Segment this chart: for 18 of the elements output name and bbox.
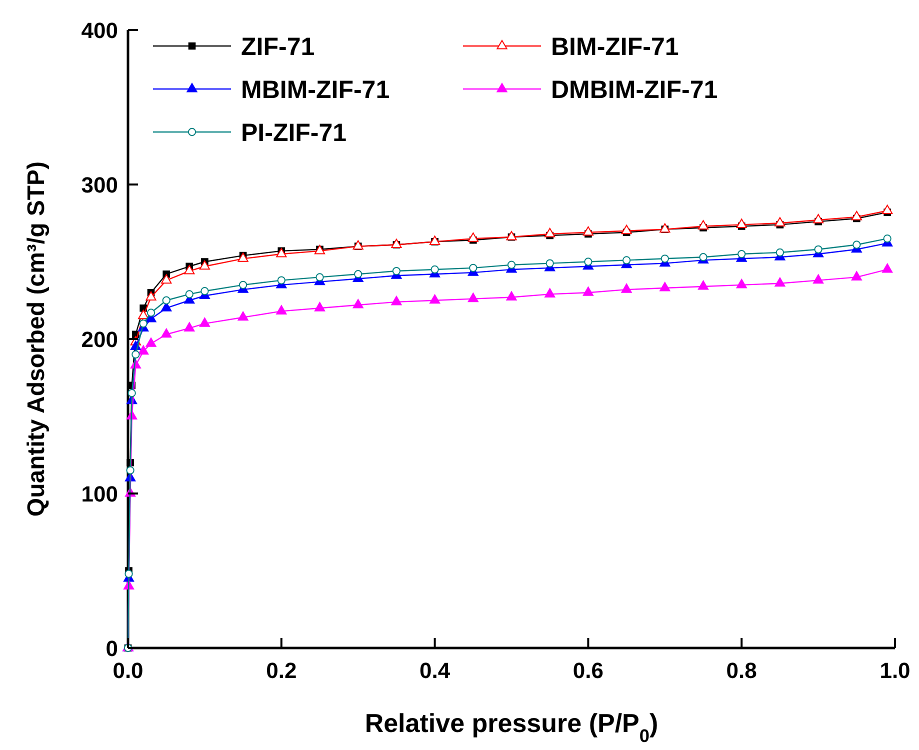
legend-label: ZIF-71 — [241, 33, 315, 61]
legend-label: DMBIM-ZIF-71 — [551, 76, 718, 104]
legend-label: MBIM-ZIF-71 — [241, 76, 390, 104]
legend-label: PI-ZIF-71 — [241, 119, 347, 147]
y-tick-label: 400 — [81, 18, 118, 43]
y-tick-label: 0 — [106, 636, 118, 661]
x-tick-label: 0.8 — [726, 658, 757, 683]
x-tick-label: 0.2 — [266, 658, 297, 683]
legend-label: BIM-ZIF-71 — [551, 33, 679, 61]
x-tick-label: 0.4 — [420, 658, 451, 683]
x-tick-label: 0.6 — [572, 658, 604, 683]
x-tick-label: 1.0 — [880, 658, 910, 683]
y-tick-label: 200 — [81, 327, 118, 352]
y-tick-label: 300 — [81, 172, 118, 198]
x-axis-title: Relative pressure (P/P$_{0}$) — [364, 708, 658, 746]
x-tick-label: 0.0 — [112, 658, 144, 683]
y-tick-label: 100 — [81, 482, 118, 506]
y-axis-title: Quantity Adsorbed (cm³/g STP) — [23, 161, 50, 517]
